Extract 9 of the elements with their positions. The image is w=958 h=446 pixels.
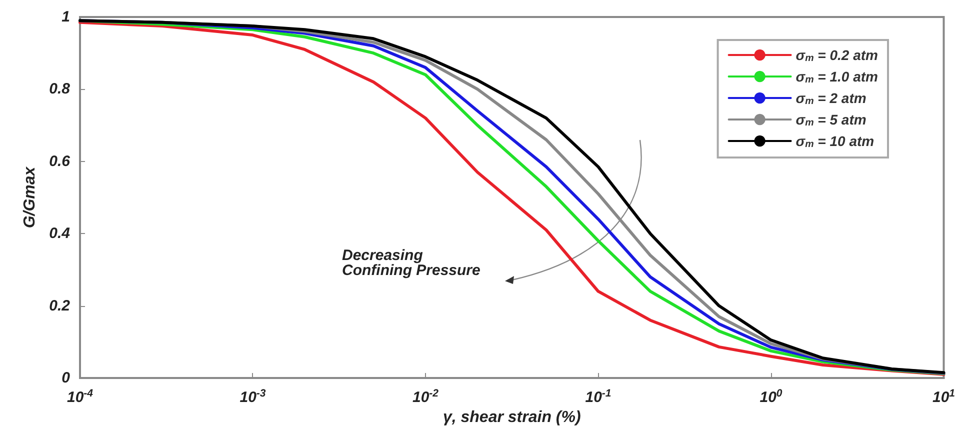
y-axis-title: G/Gmax xyxy=(22,166,38,228)
y-tick-label: 0.2 xyxy=(49,297,71,314)
annotation: Decreasing Confining Pressure xyxy=(342,247,480,279)
y-tick-label: 0.6 xyxy=(49,152,71,170)
y-tick-label: 0.8 xyxy=(49,80,71,98)
y-tick-label: 0 xyxy=(62,370,71,386)
y-tick-label: 1 xyxy=(62,8,70,26)
y-tick-label: 0.4 xyxy=(49,225,71,242)
x-axis-title: γ, shear strain (%) xyxy=(442,409,581,426)
